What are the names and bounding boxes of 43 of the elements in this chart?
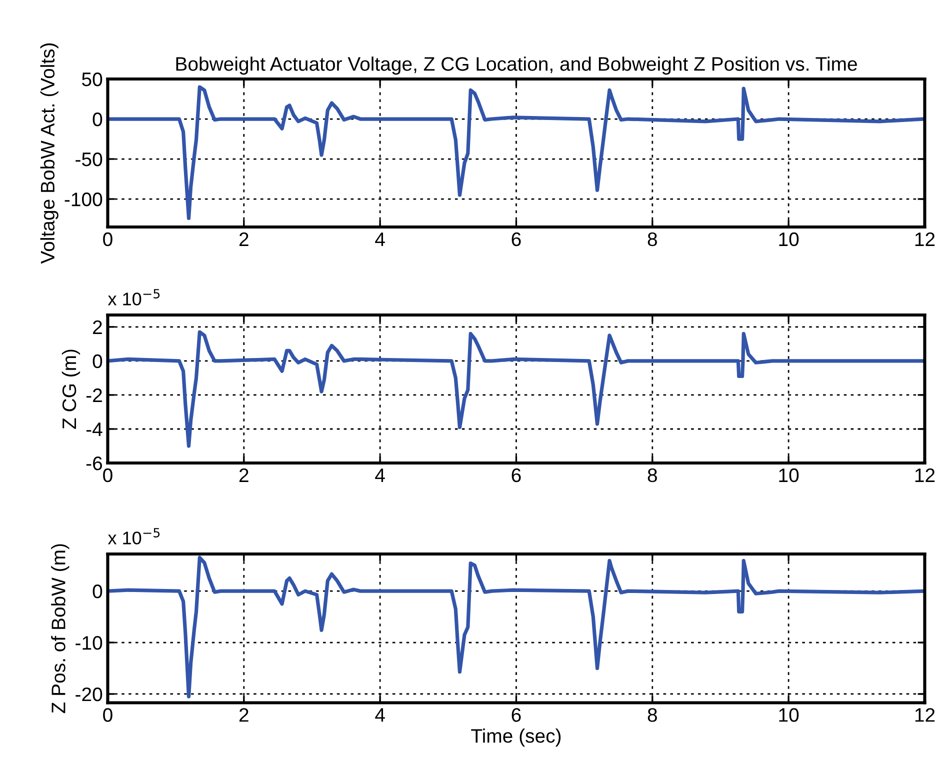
y-tick-label: -20 bbox=[76, 687, 102, 702]
y-tick-label: -50 bbox=[76, 152, 102, 166]
line-series bbox=[108, 330, 925, 448]
x-tick-label: 6 bbox=[512, 232, 521, 246]
y-tick-label: 0 bbox=[92, 584, 102, 598]
x-tick-label: 2 bbox=[239, 468, 248, 482]
x-tick-label: 10 bbox=[779, 232, 799, 246]
line-series bbox=[108, 556, 925, 698]
y-tick-label: -2 bbox=[86, 388, 102, 402]
x-tick-label: 0 bbox=[103, 232, 112, 246]
x-tick-label: 8 bbox=[648, 232, 657, 246]
x-tick-label: 4 bbox=[375, 708, 385, 722]
x-tick-label: 12 bbox=[915, 708, 935, 722]
y-tick-label: -6 bbox=[86, 456, 102, 470]
x-tick-label: 0 bbox=[103, 468, 112, 482]
x-tick-label: 2 bbox=[239, 708, 248, 722]
y-tick-label: -4 bbox=[86, 422, 102, 436]
y-tick-label: 0 bbox=[92, 354, 102, 368]
x-tick-label: 10 bbox=[779, 708, 799, 722]
x-tick-label: 6 bbox=[512, 708, 521, 722]
x-tick-label: 8 bbox=[648, 468, 657, 482]
x-tick-label: 12 bbox=[915, 232, 935, 246]
y-axis-title: Z Pos. of BobW (m) bbox=[51, 544, 70, 714]
x-tick-label: 8 bbox=[648, 708, 657, 722]
x-tick-label: 12 bbox=[915, 468, 935, 482]
text: x 10$^{−5}$ bbox=[108, 528, 160, 544]
x-axis-title: Time (sec) bbox=[471, 728, 561, 747]
y-tick-label: 0 bbox=[92, 112, 102, 126]
x-tick-label: 2 bbox=[239, 232, 248, 246]
chart-title: Bobweight Actuator Voltage, Z CG Location, and Bobweight Z Position vs. Time bbox=[176, 56, 857, 75]
text: x 10$^{−5}$ bbox=[108, 289, 160, 306]
y-tick-label: -100 bbox=[64, 192, 102, 206]
x-tick-label: 6 bbox=[512, 468, 521, 482]
x-tick-label: 4 bbox=[375, 232, 385, 246]
x-tick-label: 0 bbox=[103, 708, 112, 722]
y-tick-label: 2 bbox=[93, 320, 102, 334]
y-axis-title: Z CG (m) bbox=[62, 350, 80, 429]
y-tick-label: -10 bbox=[76, 636, 102, 650]
line-series bbox=[108, 85, 925, 220]
y-tick-label: 50 bbox=[82, 72, 102, 86]
x-tick-label: 4 bbox=[375, 468, 385, 482]
y-axis-title: Voltage BobW Act. (Volts) bbox=[40, 43, 58, 264]
x-tick-label: 10 bbox=[779, 468, 799, 482]
